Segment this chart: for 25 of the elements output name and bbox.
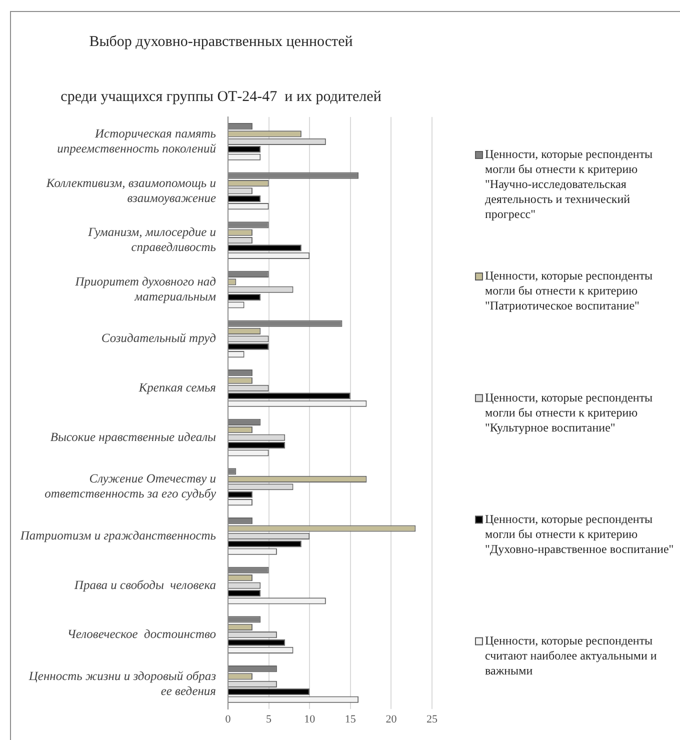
chart-subtitle: среди учащихся группы ОТ-24-47 и их родителей: [60, 88, 382, 105]
x-tick-label: 10: [304, 713, 316, 726]
legend-label: Ценности, которые респонденты могли бы отнести к критерию "Культурное воспитание": [485, 390, 653, 434]
chart-title: Выбор духовно-нравственных ценностей: [89, 34, 353, 50]
y-tick-label: Служение Отечеству и ответственность за его судьбу: [44, 472, 216, 501]
y-tick-label: Гуманизм, милосердие и справедливость: [87, 225, 216, 254]
legend-label: Ценности, которые респонденты могли бы отнести к критерию "Научно-исследовательская деятельность и технический прогресс": [485, 147, 653, 222]
y-tick-label: Созидательный труд: [101, 331, 216, 346]
y-tick-label: Человеческое достоинство: [67, 627, 216, 642]
x-tick-label: 0: [225, 713, 232, 726]
x-tick-label: 25: [426, 713, 438, 726]
y-tick-label: Приоритет духовного над материальным: [74, 274, 216, 304]
y-tick-label: Крепкая семья: [138, 380, 216, 395]
x-tick-label: 5: [266, 713, 272, 726]
legend-label: Ценности, которые респонденты могли бы отнести к критерию "Духовно-нравственное воспитание": [485, 512, 674, 556]
x-tick-label: 20: [386, 713, 398, 726]
y-tick-label: Коллективизм, взаимопомощь и взаимоуважение: [45, 176, 216, 205]
legend-label: Ценности, которые респонденты считают наиболее актуальными и важными: [485, 633, 658, 678]
x-tick-label: 15: [344, 713, 356, 726]
y-tick-label: Ценность жизни и здоровый образ ее ведения: [28, 668, 216, 698]
y-tick-label: Права и свободы человека: [73, 578, 216, 592]
y-tick-label: Высокие нравственные идеалы: [50, 430, 217, 444]
y-tick-label: Историческая память ипреемственность поколений: [57, 126, 217, 156]
legend-label: Ценности, которые респонденты могли бы отнести к критерию "Патриотическое воспитание": [485, 268, 653, 313]
y-tick-label: Патриотизм и гражданственность: [19, 528, 216, 542]
